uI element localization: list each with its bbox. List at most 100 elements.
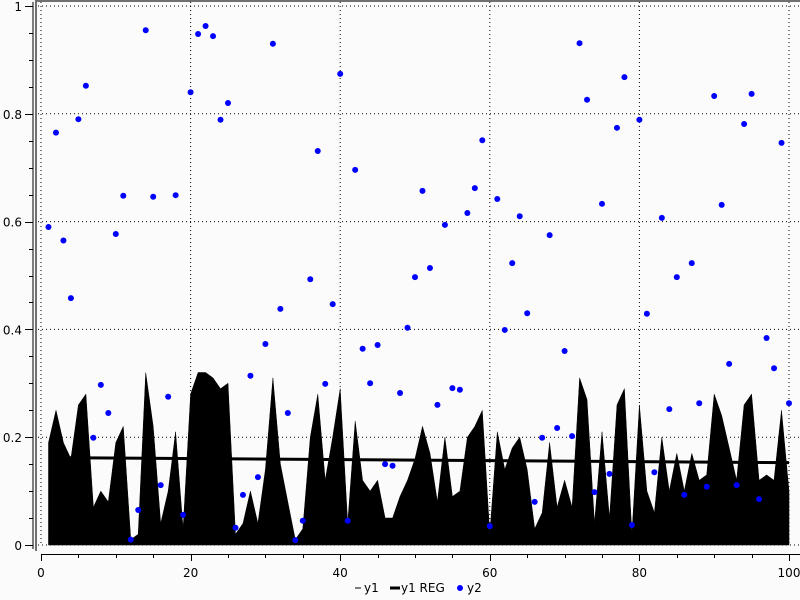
x-tick-label: 0	[37, 566, 45, 580]
y2-point	[726, 360, 733, 367]
axes: 0 0.2 0.4 0.6 0.8 1 0 20 40 60 80 100	[3, 0, 800, 580]
y2-point	[67, 295, 74, 302]
y2-point	[636, 116, 643, 123]
y2-point	[292, 537, 299, 544]
legend-label-y1: y1	[364, 581, 379, 595]
y2-point	[120, 192, 127, 199]
y2-point	[486, 523, 493, 530]
y-tick-label: 0	[14, 539, 22, 553]
y2-point	[419, 187, 426, 194]
y2-point	[239, 491, 246, 498]
y2-point	[314, 147, 321, 154]
y-tick-label: 0.6	[3, 216, 22, 230]
legend-label-y1-reg: y1 REG	[401, 581, 445, 595]
y2-point	[142, 27, 149, 34]
x-tick-label: 80	[632, 566, 647, 580]
y2-point	[628, 522, 635, 529]
y2-point	[352, 166, 359, 173]
y2-point	[771, 365, 778, 372]
y2-point	[501, 326, 508, 333]
y2-point	[232, 524, 239, 531]
y2-point	[217, 116, 224, 123]
y2-point	[359, 345, 366, 352]
y2-point	[643, 310, 650, 317]
y2-point	[599, 200, 605, 207]
y2-point	[756, 496, 763, 503]
y2-point	[651, 469, 658, 476]
legend-label-y2: y2	[467, 581, 482, 595]
y2-point	[180, 511, 187, 518]
y2-point	[135, 506, 142, 513]
y2-point	[539, 434, 546, 441]
y2-point	[337, 70, 344, 77]
y2-point	[225, 100, 231, 107]
y1-regression	[48, 456, 790, 465]
x-tick-label: 100	[778, 566, 800, 580]
y2-point	[441, 221, 448, 228]
y2-point	[172, 192, 179, 199]
legend: y1 y1 REG y2	[355, 581, 482, 595]
y2-point	[591, 489, 598, 496]
y2-point	[464, 209, 471, 216]
y2-point	[389, 462, 396, 469]
y2-point	[471, 185, 478, 192]
y2-point	[666, 406, 673, 413]
y2-point	[75, 116, 82, 123]
y2-point	[576, 40, 583, 47]
y2-point	[613, 124, 620, 131]
y2-point	[90, 434, 97, 441]
y2-point	[703, 483, 710, 490]
y2-point	[606, 470, 613, 477]
y-tick-label: 0.8	[3, 108, 22, 122]
y2-point	[45, 223, 52, 230]
y2-point	[426, 264, 433, 271]
y2-point	[696, 400, 703, 407]
y1-regression-line	[48, 456, 790, 465]
y2-point	[569, 433, 576, 440]
y2-point	[344, 517, 351, 524]
y2-point	[786, 400, 792, 407]
y2-point	[262, 340, 269, 347]
y2-point	[127, 536, 134, 543]
y2-point	[112, 230, 119, 237]
plot-frame-left	[35, 0, 37, 551]
y2-point	[367, 380, 374, 387]
y2-point	[374, 342, 381, 349]
y2-point	[165, 393, 172, 400]
y2-point	[748, 90, 755, 97]
y-tick-label: 0.4	[3, 323, 22, 337]
y2-point	[412, 274, 418, 281]
plot-frame-top	[35, 0, 800, 2]
y2-point	[382, 461, 389, 468]
y2-point	[584, 96, 591, 103]
y2-point	[105, 409, 112, 416]
y2-point	[524, 310, 531, 317]
y2-point	[509, 260, 516, 267]
y2-points	[45, 22, 792, 544]
y2-point	[277, 305, 284, 312]
y2-point	[52, 129, 59, 136]
y2-point	[778, 139, 785, 146]
y2-point	[150, 193, 157, 200]
y2-point	[322, 380, 329, 387]
y2-point	[307, 276, 314, 283]
y2-point	[531, 498, 538, 505]
y2-point	[397, 390, 404, 397]
y2-point	[97, 381, 104, 388]
y2-point	[210, 33, 217, 40]
y2-point	[763, 335, 770, 342]
y2-point	[658, 214, 665, 221]
y2-point	[741, 121, 748, 128]
y2-point	[157, 482, 164, 489]
x-tick-label: 40	[333, 566, 348, 580]
y-tick-label: 0.2	[3, 431, 22, 445]
y2-point	[479, 137, 486, 144]
y2-point	[621, 74, 628, 81]
y2-point	[711, 93, 718, 100]
y2-point	[449, 385, 456, 392]
y2-point	[202, 22, 209, 29]
y2-point	[269, 40, 276, 47]
y2-point	[329, 301, 336, 308]
x-tick-label: 20	[183, 566, 198, 580]
